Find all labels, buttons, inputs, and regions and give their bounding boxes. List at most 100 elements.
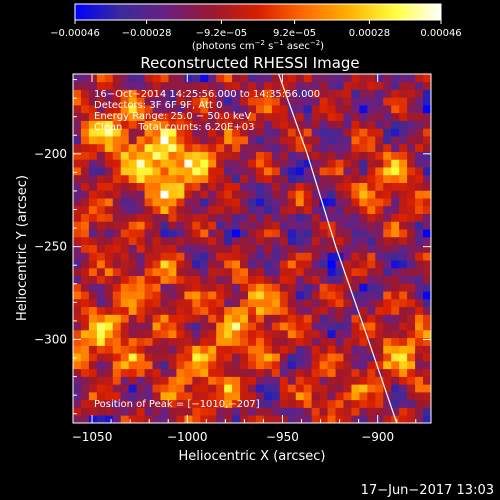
heatmap-cell: [248, 415, 257, 423]
heatmap-cell: [391, 252, 400, 261]
heatmap-cell: [335, 120, 344, 129]
heatmap-cell: [255, 221, 265, 230]
heatmap-cell: [144, 329, 153, 339]
heatmap-cell: [319, 198, 328, 207]
heatmap-cell: [144, 345, 153, 354]
heatmap-cell: [327, 415, 336, 423]
heatmap-cell: [200, 205, 209, 214]
y-tick-label: −200: [34, 147, 67, 161]
heatmap-cell: [391, 298, 400, 308]
heatmap-cell: [399, 337, 408, 346]
heatmap-cell: [208, 151, 217, 160]
heatmap-cell: [104, 391, 114, 401]
heatmap-cell: [319, 89, 328, 98]
heatmap-cell: [295, 182, 305, 191]
heatmap-cell: [176, 128, 185, 137]
heatmap-cell: [168, 314, 177, 323]
heatmap-cell: [335, 143, 344, 152]
heatmap-cell: [80, 407, 90, 416]
heatmap-cell: [80, 143, 90, 152]
heatmap-cell: [240, 221, 249, 230]
heatmap-cell: [208, 252, 217, 261]
heatmap-cell: [176, 353, 185, 362]
heatmap-cell: [200, 368, 209, 377]
heatmap-cell: [303, 322, 313, 331]
heatmap-cell: [73, 89, 82, 98]
heatmap-cell: [224, 120, 233, 129]
heatmap-cell: [200, 136, 209, 145]
heatmap-cell: [255, 198, 265, 207]
heatmap-cell: [359, 143, 368, 152]
heatmap-cell: [112, 345, 122, 354]
heatmap-cell: [255, 143, 265, 152]
heatmap-cell: [248, 399, 257, 408]
annotation-block: 16−Oct−2014 14:25:56.000 to 14:35:56.000…: [94, 89, 320, 410]
heatmap-cell: [375, 322, 384, 331]
heatmap-cell: [423, 252, 431, 261]
heatmap-cell: [319, 120, 328, 129]
heatmap-cell: [287, 244, 297, 253]
heatmap-cell: [200, 267, 209, 277]
heatmap-cell: [168, 368, 177, 377]
heatmap-cell: [80, 81, 90, 90]
heatmap-cell: [248, 143, 257, 152]
heatmap-cell: [80, 275, 90, 284]
heatmap-cell: [192, 391, 201, 401]
heatmap-cell: [216, 314, 225, 323]
heatmap-cell: [73, 229, 82, 238]
heatmap-cell: [104, 353, 114, 362]
heatmap-cell: [335, 81, 344, 90]
heatmap-cell: [407, 167, 416, 176]
heatmap-cell: [96, 236, 106, 246]
heatmap-cell: [136, 205, 145, 214]
heatmap-cell: [184, 128, 193, 137]
heatmap-cell: [279, 345, 289, 354]
colorbar-tick-label: −9.2e−05: [196, 28, 248, 39]
heatmap-cell: [224, 267, 233, 277]
heatmap-cell: [391, 182, 400, 191]
heatmap-cell: [80, 190, 90, 199]
heatmap-cell: [224, 112, 233, 121]
heatmap-cell: [88, 128, 98, 137]
heatmap-cell: [327, 260, 336, 269]
heatmap-cell: [200, 360, 209, 370]
heatmap-cell: [112, 143, 122, 152]
heatmap-cell: [391, 205, 400, 214]
heatmap-cell: [367, 298, 376, 308]
heatmap-cell: [343, 407, 352, 416]
heatmap-cell: [136, 74, 145, 83]
heatmap-cell: [136, 112, 145, 121]
heatmap-cell: [120, 236, 130, 246]
heatmap-cell: [311, 353, 321, 362]
heatmap-cell: [391, 81, 400, 90]
heatmap-cell: [216, 213, 225, 222]
heatmap-cell: [192, 306, 201, 315]
heatmap-cell: [112, 353, 122, 362]
heatmap-cell: [407, 399, 416, 408]
heatmap-cell: [152, 174, 161, 183]
heatmap-cell: [184, 229, 193, 238]
heatmap-cell: [303, 244, 313, 253]
heatmap-cell: [128, 205, 138, 214]
heatmap-cell: [287, 384, 297, 393]
heatmap-cell: [80, 244, 90, 253]
heatmap-cell: [367, 260, 376, 269]
heatmap-cell: [144, 190, 153, 199]
heatmap-cell: [359, 229, 368, 238]
heatmap-cell: [263, 74, 273, 83]
heatmap-cell: [112, 213, 122, 222]
heatmap-cell: [263, 384, 273, 393]
heatmap-cell: [144, 112, 153, 121]
heatmap-cell: [88, 213, 98, 222]
heatmap-cell: [319, 236, 328, 246]
heatmap-cell: [415, 306, 424, 315]
heatmap-cell: [287, 97, 297, 106]
heatmap-cell: [335, 151, 344, 160]
heatmap-cell: [200, 190, 209, 199]
heatmap-cell: [327, 298, 336, 308]
heatmap-cell: [279, 236, 289, 246]
heatmap-cell: [399, 97, 408, 106]
heatmap-cell: [200, 105, 209, 114]
heatmap-cell: [152, 415, 161, 423]
heatmap-cell: [359, 205, 368, 214]
